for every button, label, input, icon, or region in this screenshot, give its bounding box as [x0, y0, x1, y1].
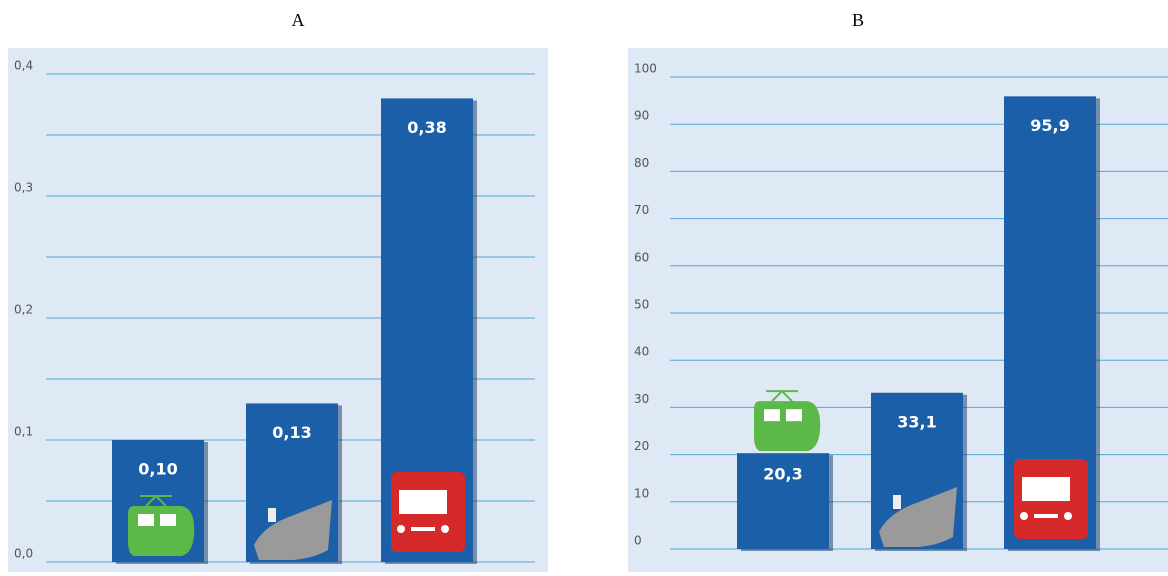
- train-window: [138, 514, 154, 526]
- y-tick-label: 0,3: [14, 181, 33, 195]
- value-label: 33,1: [897, 412, 936, 431]
- chart-title: A: [292, 10, 305, 30]
- y-tick-label: 0: [634, 534, 642, 548]
- truck-icon: [1014, 459, 1088, 539]
- train-body: [128, 506, 195, 556]
- y-tick-label: 0,2: [14, 303, 33, 317]
- y-tick-label: 90: [634, 109, 649, 123]
- y-tick-label: 20: [634, 439, 649, 453]
- train-pantograph: [766, 389, 798, 402]
- value-label: 0,38: [407, 118, 446, 137]
- y-tick-label: 0,0: [14, 547, 33, 561]
- truck-grill: [411, 527, 435, 531]
- truck-light: [441, 525, 449, 533]
- y-tick-label: 50: [634, 298, 649, 312]
- ship-cabin: [268, 508, 276, 522]
- truck-light: [1064, 512, 1072, 520]
- train-body: [754, 401, 821, 452]
- train-window: [786, 409, 802, 422]
- train-window: [764, 409, 780, 422]
- value-label: 95,9: [1030, 116, 1069, 135]
- y-tick-label: 60: [634, 250, 649, 264]
- truck-icon: [391, 472, 465, 552]
- ship-hull: [254, 500, 332, 560]
- truck-window: [1022, 477, 1070, 501]
- train-icon: [754, 389, 821, 452]
- train-window: [160, 514, 176, 526]
- y-tick-label: 30: [634, 392, 649, 406]
- truck-light: [397, 525, 405, 533]
- ship-icon: [254, 500, 332, 560]
- ship-hull: [879, 487, 957, 547]
- value-label: 20,3: [763, 465, 802, 484]
- train-pantograph: [140, 494, 172, 507]
- y-tick-label: 0,1: [14, 425, 33, 439]
- chart-title: B: [852, 10, 864, 30]
- y-tick-label: 10: [634, 486, 649, 500]
- y-tick-label: 40: [634, 345, 649, 359]
- y-tick-label: 0,4: [14, 59, 33, 73]
- truck-grill: [1034, 514, 1058, 518]
- value-label: 0,10: [138, 460, 177, 479]
- y-tick-label: 100: [634, 62, 657, 76]
- ship-cabin: [893, 495, 901, 509]
- ship-icon: [879, 487, 957, 547]
- bar: [737, 453, 829, 549]
- y-tick-label: 80: [634, 156, 649, 170]
- truck-light: [1020, 512, 1028, 520]
- y-tick-label: 70: [634, 203, 649, 217]
- truck-window: [399, 490, 447, 514]
- train-icon: [128, 494, 195, 556]
- value-label: 0,13: [272, 423, 311, 442]
